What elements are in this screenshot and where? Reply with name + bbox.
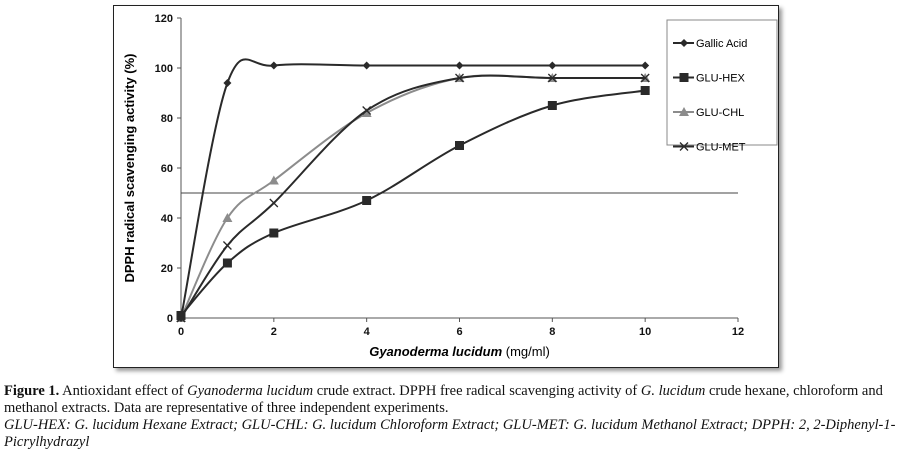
- legend-label-glu-met: GLU-MET: [696, 142, 746, 154]
- data-point-glu-chl: [361, 108, 372, 117]
- data-point-glu-met: [269, 198, 279, 208]
- caption-text: crude hexane, chloroform and methanol ex…: [4, 383, 883, 416]
- data-point-glu-met: [640, 73, 650, 83]
- data-point-glu-hex: [547, 101, 557, 110]
- data-point-gallic-acid: [223, 79, 232, 87]
- figure-caption: Figure 1. Antioxidant effect of Gyanoder…: [4, 383, 904, 451]
- x-tick-label: 6: [456, 326, 462, 338]
- legend-label-glu-chl: GLU-CHL: [696, 107, 744, 119]
- data-point-gallic-acid: [455, 61, 464, 70]
- y-tick-label: 80: [161, 113, 173, 125]
- x-tick-label: 0: [178, 326, 184, 338]
- legend-marker-glu-chl: [679, 107, 689, 116]
- x-axis-label: Gyanoderma lucidum (mg/ml): [369, 344, 550, 359]
- data-point-glu-met: [547, 73, 557, 83]
- legend-marker-glu-met: [679, 142, 689, 151]
- caption-italic: G. lucidum: [640, 383, 706, 399]
- data-point-gallic-acid: [641, 61, 650, 70]
- data-point-glu-hex: [176, 311, 186, 320]
- data-point-gallic-acid: [548, 61, 557, 70]
- caption-text: crude extract. DPPH free radical scaveng…: [313, 383, 641, 399]
- y-axis-label: DPPH radical scavenging activity (%): [122, 53, 137, 282]
- x-tick-label: 8: [549, 326, 555, 338]
- data-point-glu-chl: [268, 175, 279, 185]
- y-tick-label: 40: [161, 213, 173, 225]
- data-point-glu-hex: [222, 258, 232, 268]
- y-tick-label: 120: [155, 13, 173, 25]
- data-point-gallic-acid: [362, 61, 371, 70]
- y-tick-label: 0: [167, 313, 173, 325]
- data-point-gallic-acid: [269, 61, 278, 70]
- caption-italic: Gyanoderma lucidum: [187, 383, 314, 399]
- legend-label-gallic-acid: Gallic Acid: [696, 38, 747, 50]
- x-tick-label: 4: [364, 326, 371, 338]
- data-point-glu-met: [222, 241, 232, 250]
- x-tick-label: 2: [271, 326, 277, 338]
- caption-text: Antioxidant effect of: [59, 383, 188, 399]
- x-tick-label: 10: [639, 326, 651, 338]
- series-line-glu-chl: [180, 74, 646, 319]
- legend-marker-gallic-acid: [680, 39, 688, 47]
- y-tick-label: 100: [155, 63, 173, 75]
- data-point-glu-hex: [269, 228, 279, 238]
- data-point-glu-met: [176, 313, 186, 323]
- data-point-glu-chl: [222, 213, 233, 222]
- data-point-glu-met: [362, 106, 372, 115]
- data-point-glu-hex: [455, 141, 464, 150]
- caption-abbreviations: GLU-HEX: G. lucidum Hexane Extract; GLU-…: [4, 417, 896, 450]
- data-point-glu-hex: [362, 196, 372, 205]
- caption-label: Figure 1.: [4, 383, 60, 399]
- y-tick-label: 60: [161, 163, 173, 175]
- legend-marker-glu-hex: [679, 73, 689, 82]
- series-line-gallic-acid: [180, 58, 646, 319]
- data-point-glu-hex: [640, 86, 650, 95]
- figure-frame: [113, 5, 779, 368]
- y-tick-label: 20: [161, 263, 173, 275]
- x-tick-label: 12: [732, 326, 744, 338]
- series-line-glu-hex: [180, 89, 646, 317]
- legend-label-glu-hex: GLU-HEX: [696, 73, 746, 85]
- data-point-glu-met: [455, 73, 464, 83]
- series-line-glu-met: [180, 74, 646, 319]
